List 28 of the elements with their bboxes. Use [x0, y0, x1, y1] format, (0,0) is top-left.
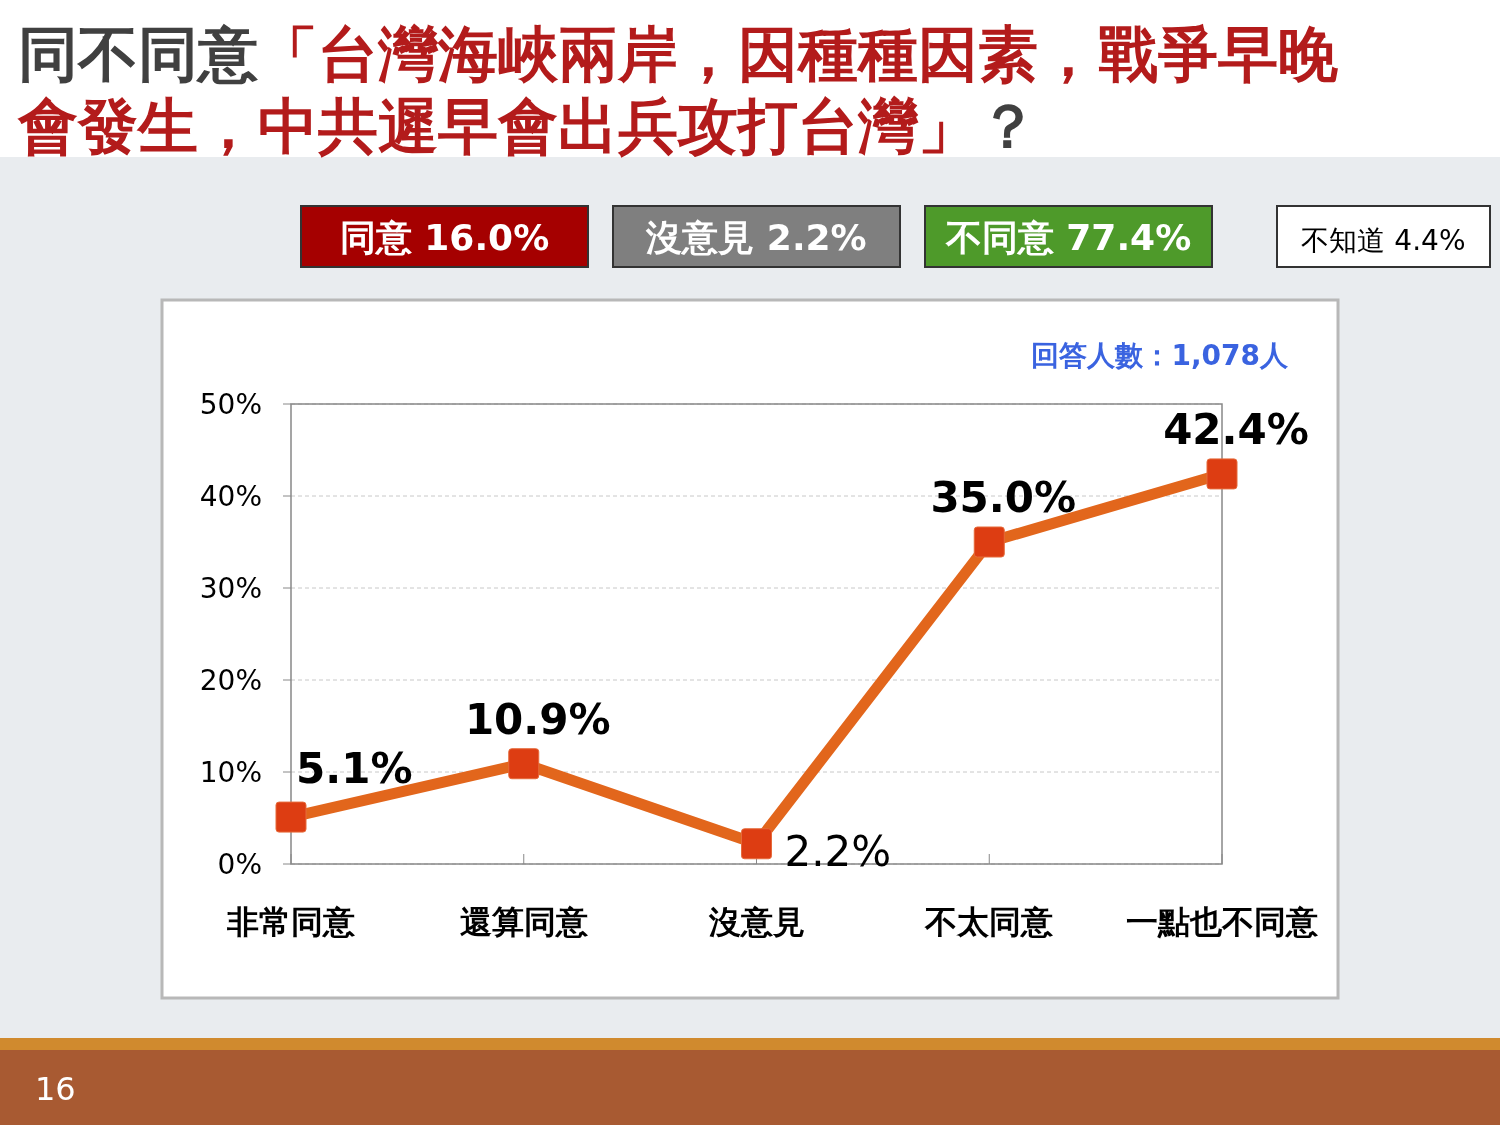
data-label: 10.9% [464, 694, 611, 744]
x-tick-label: 一點也不同意 [1126, 903, 1319, 941]
text: 沒意見 2.2% [645, 217, 867, 258]
y-tick-label: 20% [199, 664, 262, 697]
x-tick-label: 不太同意 [924, 903, 1055, 941]
text: 同意 16.0% [339, 217, 550, 258]
y-tick-label: 30% [199, 572, 262, 605]
y-tick-label: 50% [199, 388, 262, 421]
data-label: 35.0% [930, 473, 1077, 522]
data-label: 5.1% [296, 744, 413, 794]
text: 不知道 4.4% [1301, 224, 1466, 257]
chart-title: 同不同意「台灣海峽兩岸，因種種因素，戰爭早晚會發生，中共遲早會出兵攻打台灣」？ [17, 19, 1338, 161]
y-tick-label: 40% [199, 480, 262, 513]
x-tick-label: 沒意見 [707, 903, 805, 941]
text: 不同意 77.4% [944, 217, 1192, 258]
text: 16 [35, 1070, 76, 1108]
point [973, 526, 1005, 558]
data-label: 2.2% [784, 826, 892, 876]
x-tick-label: 還算同意 [459, 903, 589, 941]
point [508, 748, 540, 780]
point [275, 801, 307, 833]
text: 回答人數：1,078人 [1031, 339, 1289, 372]
y-tick-label: 0% [217, 848, 262, 881]
y-tick-label: 10% [199, 756, 262, 789]
x-tick-label: 非常同意 [226, 903, 356, 941]
point [741, 828, 772, 860]
point [1206, 458, 1238, 490]
data-label: 42.4% [1163, 404, 1309, 454]
